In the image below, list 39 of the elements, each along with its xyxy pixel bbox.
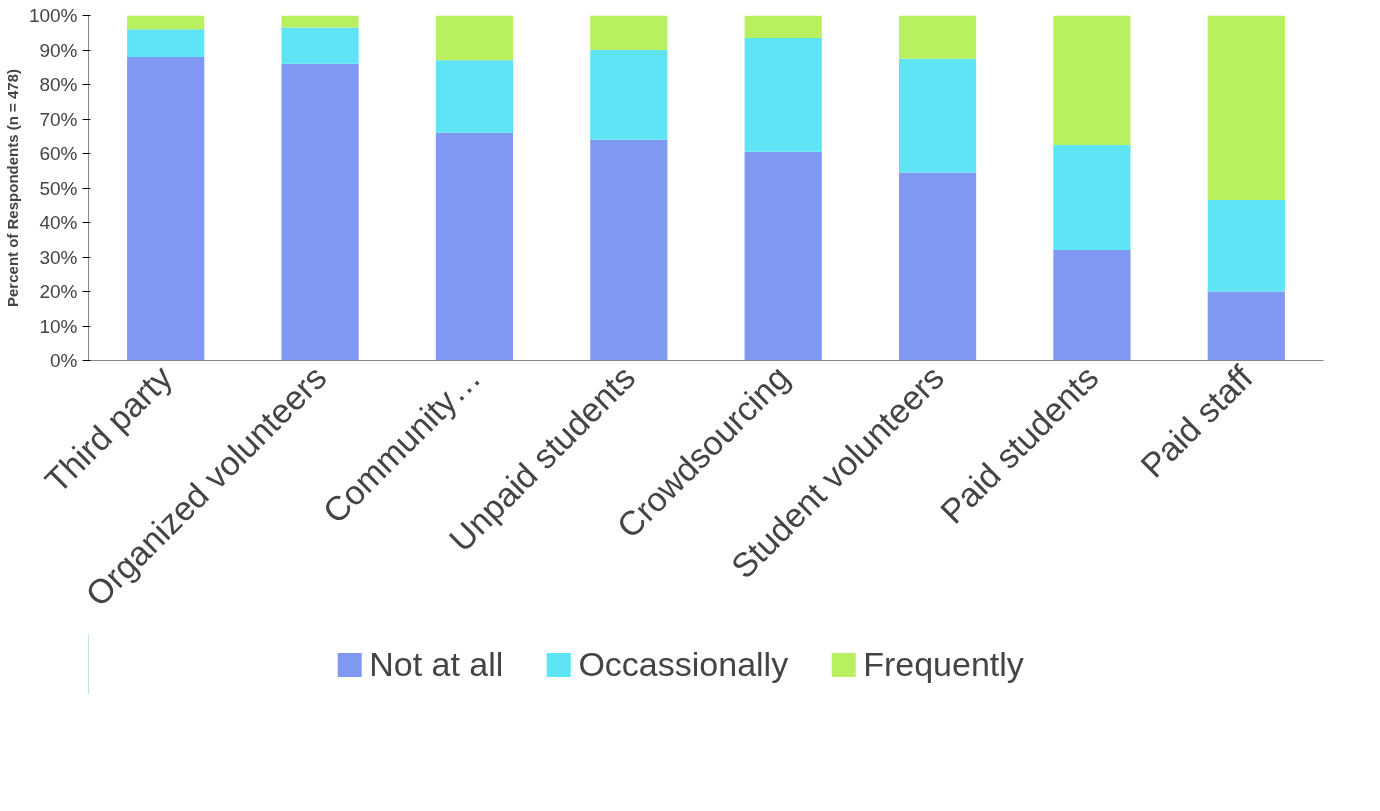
y-tick-label: 40% bbox=[39, 212, 78, 233]
bar bbox=[1207, 291, 1285, 361]
bar bbox=[127, 56, 205, 361]
bar bbox=[435, 132, 514, 361]
bar bbox=[744, 37, 822, 152]
y-tick-label: 70% bbox=[39, 108, 78, 130]
bar bbox=[898, 15, 977, 59]
y-axis-title: Percent of Respondents (n = 478) bbox=[3, 69, 21, 307]
y-tick-label: 10% bbox=[39, 315, 78, 337]
legend-label: Frequently bbox=[863, 644, 1024, 684]
bar bbox=[1053, 250, 1131, 361]
bar bbox=[590, 15, 668, 50]
bar bbox=[127, 29, 205, 57]
bar bbox=[590, 50, 668, 140]
y-tick-label: 60% bbox=[39, 143, 78, 164]
bar bbox=[435, 60, 514, 133]
bar bbox=[744, 15, 822, 38]
y-tick-label: 20% bbox=[39, 281, 78, 302]
bar bbox=[898, 172, 977, 361]
bar bbox=[435, 15, 514, 61]
bar bbox=[590, 139, 668, 361]
y-tick-label: 30% bbox=[39, 246, 78, 268]
bar bbox=[1053, 15, 1131, 145]
legend-label: Not at all bbox=[369, 644, 504, 684]
bar bbox=[1053, 144, 1131, 251]
y-tick-label: 80% bbox=[39, 74, 78, 95]
y-tick-label: 50% bbox=[39, 177, 78, 199]
legend-label: Occassionally bbox=[578, 644, 789, 684]
bar bbox=[1207, 15, 1285, 201]
bar bbox=[898, 58, 977, 173]
bar bbox=[744, 151, 822, 361]
y-tick-label: 0% bbox=[50, 350, 78, 371]
bar bbox=[127, 15, 205, 30]
bar bbox=[281, 15, 359, 28]
y-tick-label: 90% bbox=[39, 39, 78, 61]
bar bbox=[281, 63, 359, 361]
bar bbox=[281, 27, 359, 64]
y-tick-label: 100% bbox=[28, 5, 78, 26]
bar bbox=[1207, 200, 1285, 292]
